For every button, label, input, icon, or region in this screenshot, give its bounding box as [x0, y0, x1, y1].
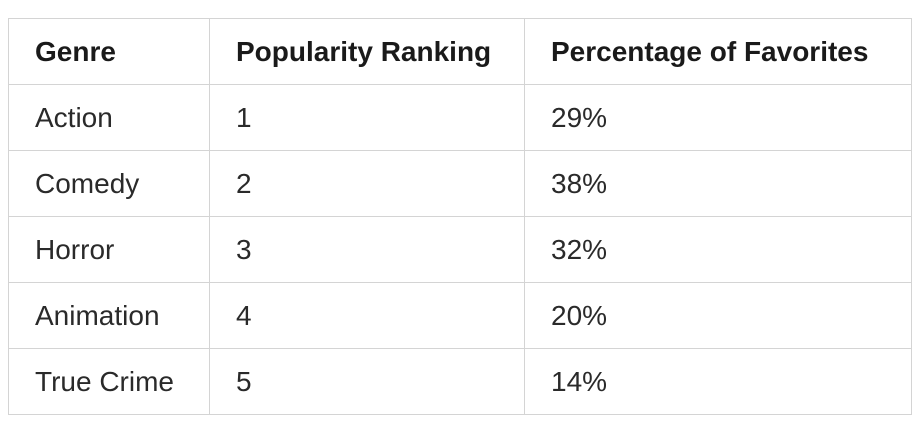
table-row: Horror 3 32% [8, 216, 912, 283]
header-row: Genre Popularity Ranking Percentage of F… [8, 18, 912, 85]
cell-ranking: 2 [209, 150, 525, 217]
cell-genre: Horror [8, 216, 210, 283]
header-percentage-of-favorites: Percentage of Favorites [524, 18, 912, 85]
cell-ranking: 4 [209, 282, 525, 349]
cell-ranking: 3 [209, 216, 525, 283]
genre-popularity-table-container: Genre Popularity Ranking Percentage of F… [8, 18, 912, 415]
cell-ranking: 5 [209, 348, 525, 415]
cell-percentage: 32% [524, 216, 912, 283]
cell-percentage: 20% [524, 282, 912, 349]
cell-genre: True Crime [8, 348, 210, 415]
header-genre: Genre [8, 18, 210, 85]
cell-ranking: 1 [209, 84, 525, 151]
table-body: Action 1 29% Comedy 2 38% Horror 3 32% A… [8, 84, 912, 415]
table-row: Animation 4 20% [8, 282, 912, 349]
cell-percentage: 29% [524, 84, 912, 151]
cell-genre: Action [8, 84, 210, 151]
table-row: Comedy 2 38% [8, 150, 912, 217]
header-popularity-ranking: Popularity Ranking [209, 18, 525, 85]
cell-genre: Animation [8, 282, 210, 349]
table-row: Action 1 29% [8, 84, 912, 151]
cell-percentage: 14% [524, 348, 912, 415]
table-header: Genre Popularity Ranking Percentage of F… [8, 18, 912, 85]
table-row: True Crime 5 14% [8, 348, 912, 415]
genre-popularity-table: Genre Popularity Ranking Percentage of F… [8, 18, 912, 415]
cell-percentage: 38% [524, 150, 912, 217]
cell-genre: Comedy [8, 150, 210, 217]
